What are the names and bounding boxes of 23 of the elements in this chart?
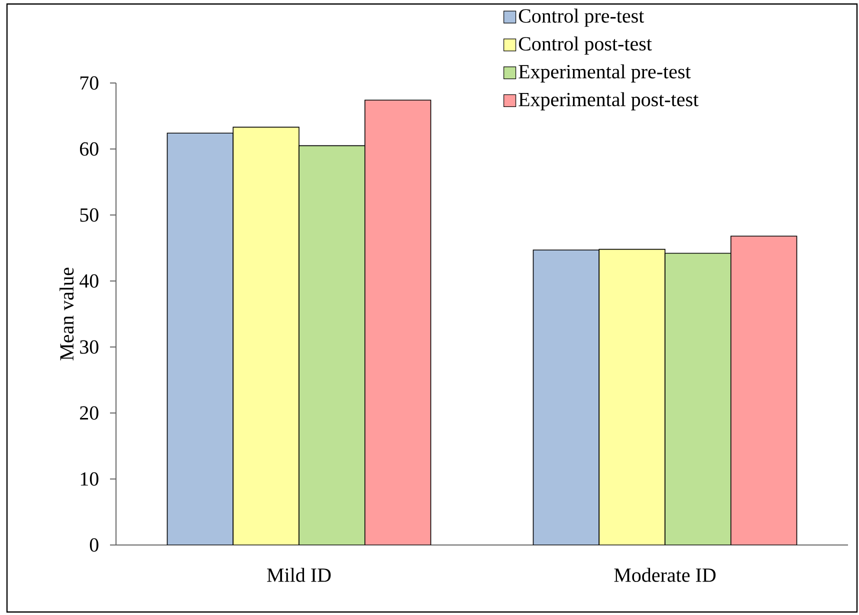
x-tick-label: Mild ID xyxy=(267,568,331,582)
bar xyxy=(298,145,366,545)
bar xyxy=(232,126,300,545)
y-tick-label: 50 xyxy=(80,208,98,222)
y-tick-label: 60 xyxy=(80,142,98,156)
bar xyxy=(532,250,600,545)
bar xyxy=(730,236,798,545)
legend-label: Control post-test xyxy=(518,36,652,55)
bar xyxy=(364,100,432,545)
y-tick-label: 70 xyxy=(80,76,98,90)
bar xyxy=(598,248,666,545)
y-tick-label: 40 xyxy=(80,274,98,288)
legend-label: Experimental post-test xyxy=(518,92,698,110)
legend-label: Control pre-test xyxy=(518,8,644,27)
y-tick-label: 30 xyxy=(80,340,98,354)
legend-label: Experimental pre-test xyxy=(518,64,691,83)
y-tick-label: 0 xyxy=(90,538,98,552)
y-tick-label: 10 xyxy=(80,472,98,486)
y-tick-label: 20 xyxy=(80,406,98,420)
y-axis-title: Mean value xyxy=(60,268,74,360)
x-tick-label: Moderate ID xyxy=(614,568,716,582)
bar xyxy=(664,252,732,545)
bar xyxy=(166,132,234,545)
